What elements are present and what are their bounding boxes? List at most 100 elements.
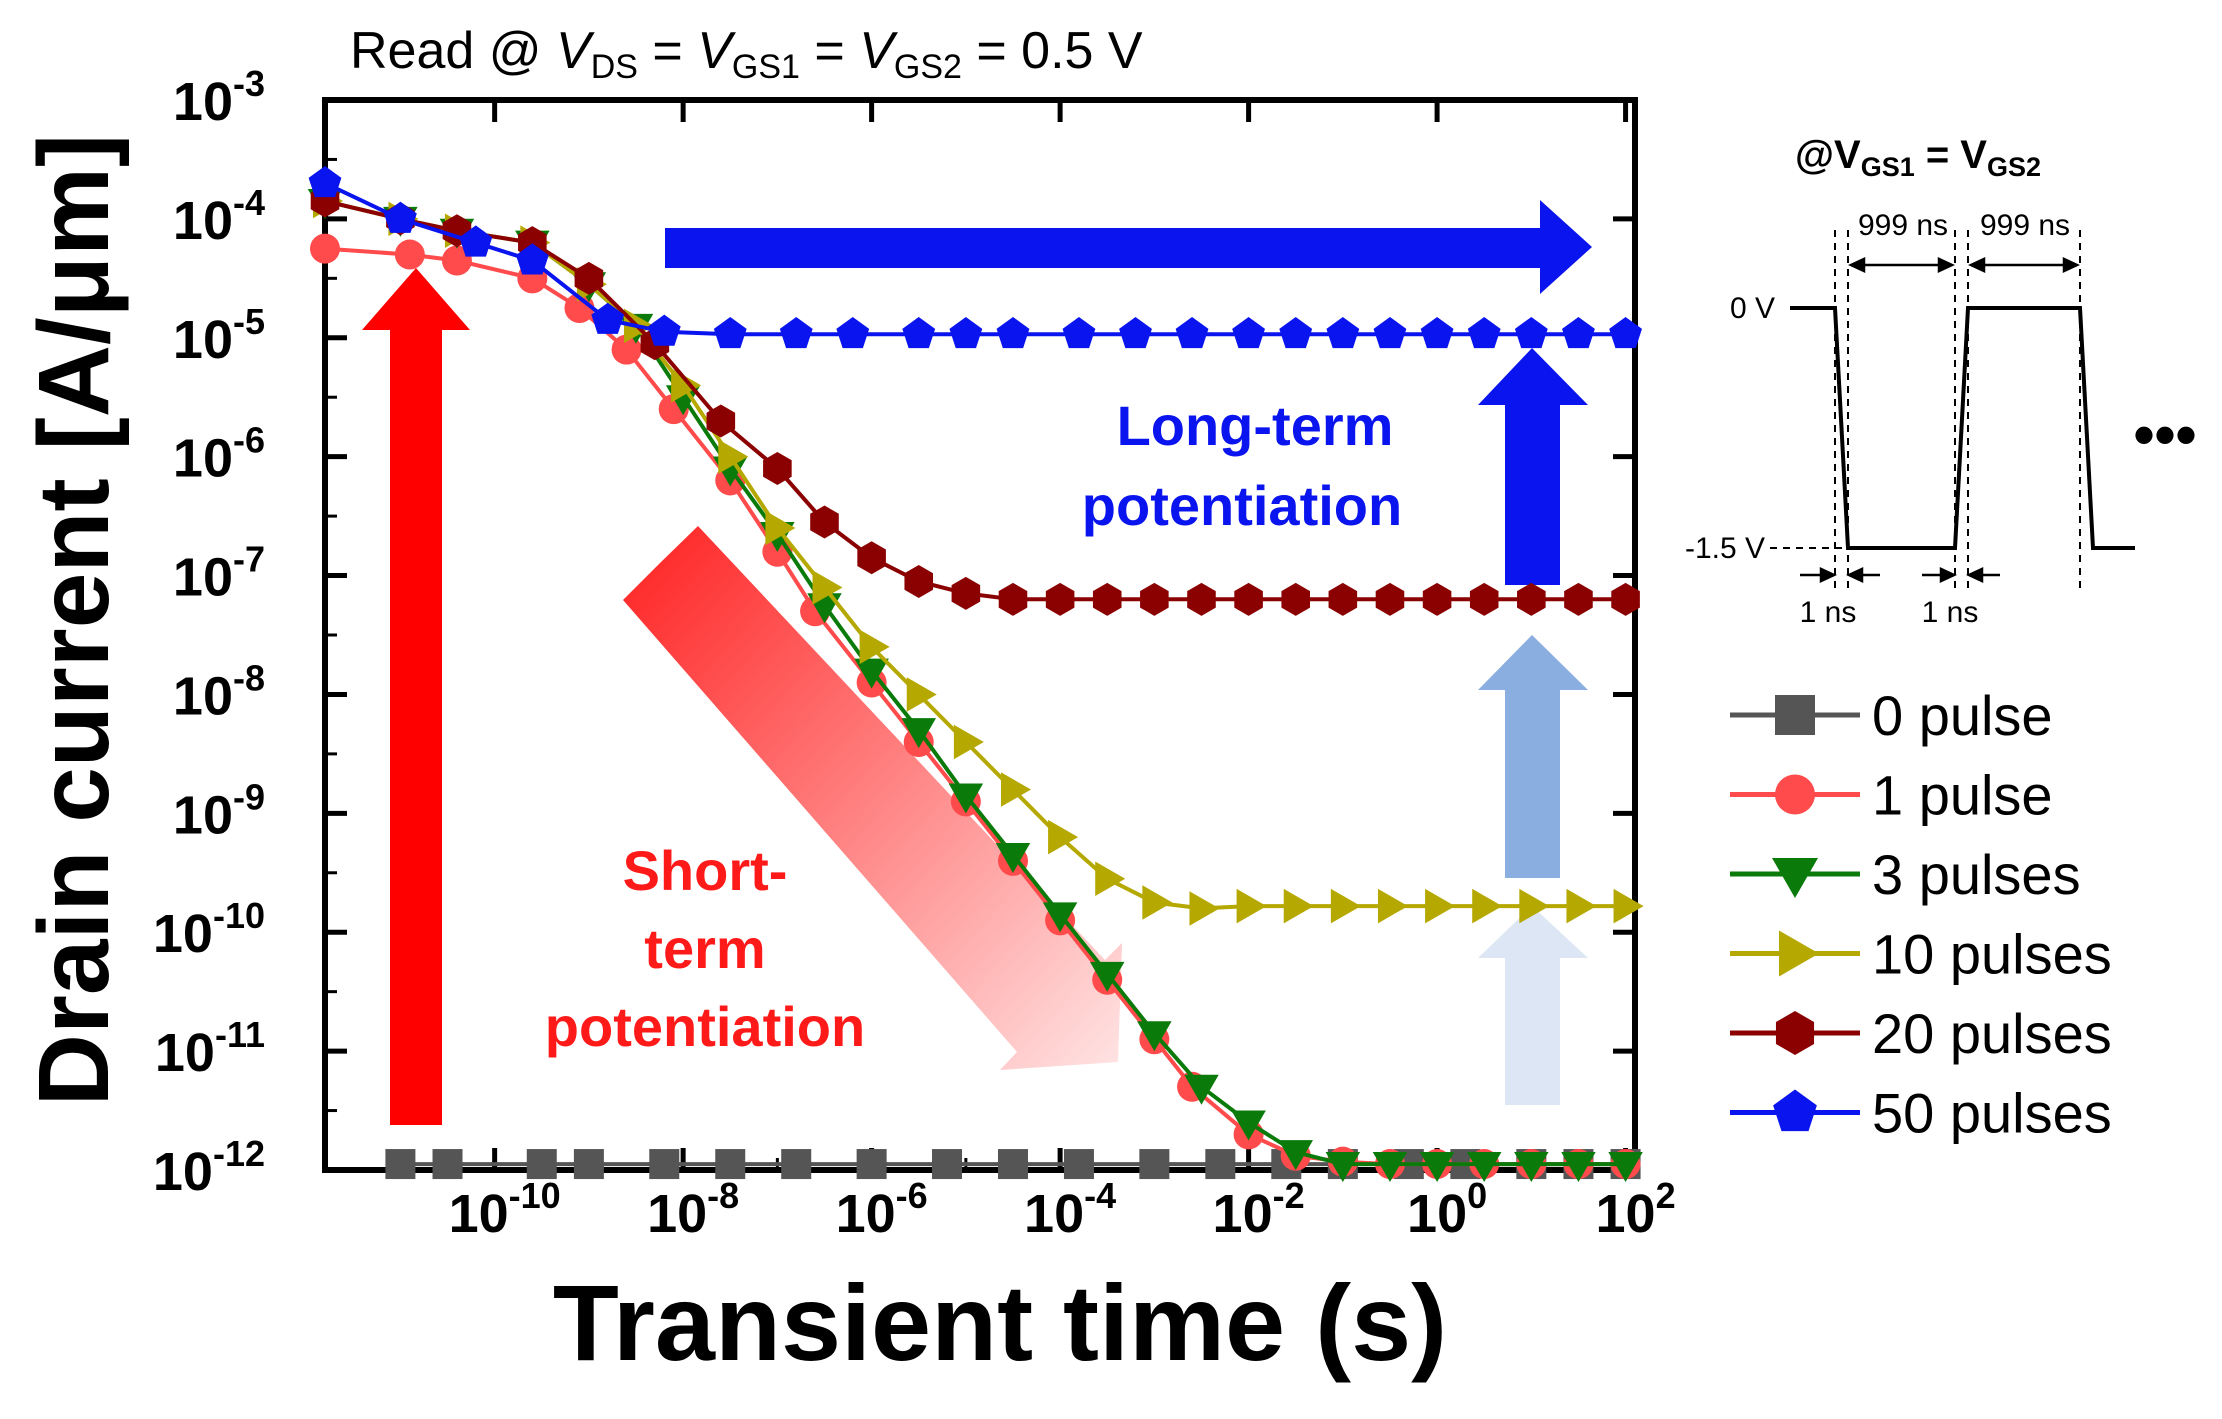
data-point (718, 439, 749, 474)
legend-marker (1775, 774, 1815, 815)
y-tick-label: 10-9 (173, 776, 265, 845)
data-point (671, 368, 702, 403)
y-tick-label: 10-3 (173, 63, 265, 132)
data-point (1175, 316, 1209, 349)
data-point (1000, 772, 1031, 807)
x-tick-label: 10-2 (1213, 1175, 1305, 1244)
data-point (1613, 888, 1644, 924)
short-term-label: term (644, 917, 765, 980)
data-point (1089, 961, 1125, 992)
series-group (307, 165, 1644, 1183)
legend-item: 10 pulses (1730, 923, 2112, 986)
data-point (1140, 582, 1169, 616)
axes-ticks: 10-3 10-4 10-5 10-6 10-7 10-8 10-9 10-10 10-11 10… (153, 63, 1676, 1244)
data-point (953, 724, 984, 760)
long-term-right-arrow (665, 200, 1592, 294)
data-point (1279, 316, 1313, 349)
data-point (647, 314, 681, 346)
data-point (1562, 316, 1595, 349)
data-point (1092, 582, 1122, 616)
annotation-arrows (362, 200, 1592, 1125)
data-point (1281, 582, 1311, 616)
y-tick-label: 10-4 (173, 182, 265, 251)
pulse-width-label: 999 ns (1858, 209, 1948, 242)
data-point (394, 239, 425, 270)
legend-item: 1 pulse (1730, 764, 2053, 827)
data-point (1519, 888, 1550, 924)
data-point (1236, 888, 1267, 924)
data-point (1330, 888, 1361, 924)
data-point (951, 576, 981, 610)
data-point (1045, 582, 1075, 616)
series-50-pulses (308, 165, 1642, 349)
x-tick-label: 10-10 (449, 1175, 561, 1244)
short-term-decay-arrow (623, 526, 1122, 1070)
data-point (1328, 582, 1358, 616)
long-term-up-arrow-3 (1478, 906, 1588, 1105)
data-point (441, 245, 472, 276)
short-term-label: Short- (623, 839, 788, 902)
data-point (763, 452, 792, 486)
data-point (781, 1149, 812, 1180)
data-point (715, 1149, 746, 1180)
data-point (1566, 888, 1597, 924)
chart-title: Read @ VDS = VGS1 = VGS2 = 0.5 V (350, 22, 1143, 86)
data-point (1472, 888, 1503, 924)
data-point (1139, 1149, 1170, 1180)
data-point (836, 316, 870, 349)
data-point (1425, 888, 1456, 924)
data-point (901, 718, 936, 749)
data-point (1469, 582, 1499, 616)
data-point (308, 165, 342, 198)
data-point (1467, 316, 1501, 349)
pulse-title: @VGS1 = VGS2 (1795, 133, 2041, 182)
data-point (1609, 316, 1642, 349)
data-point (713, 316, 747, 349)
y-tick-label: 10-7 (173, 539, 265, 608)
data-point (1283, 888, 1314, 924)
data-point (1564, 582, 1593, 616)
data-point (902, 316, 936, 349)
x-tick-label: 10-4 (1024, 1175, 1116, 1244)
data-point (1187, 582, 1216, 616)
data-point (706, 404, 736, 438)
data-point (649, 1149, 680, 1180)
data-point (996, 316, 1030, 349)
data-point (1119, 316, 1152, 349)
x-tick-label: 10-6 (836, 1175, 928, 1244)
data-point (1063, 1149, 1094, 1180)
data-point (432, 1149, 463, 1180)
data-point (1048, 819, 1079, 855)
data-point (1325, 1152, 1361, 1183)
data-point (810, 505, 839, 539)
pulse-low-level: -1.5 V (1685, 532, 1765, 565)
pulse-edge-label: 1 ns (1800, 596, 1857, 629)
pulse-diagram: @VGS1 = VGS2 999 ns 99 (1685, 133, 2197, 629)
legend-marker (1773, 1089, 1817, 1132)
data-point (459, 225, 493, 257)
data-point (1466, 1152, 1502, 1183)
pulse-ellipsis: ••• (2133, 401, 2196, 468)
pulse-edge-label: 1 ns (1922, 596, 1979, 629)
data-point (310, 233, 340, 264)
legend-label: 10 pulses (1872, 923, 2112, 986)
y-tick-label: 10-5 (173, 301, 265, 370)
data-point (515, 243, 549, 275)
y-tick-label: 10-6 (173, 420, 265, 489)
data-point (906, 677, 937, 712)
legend-marker (1775, 1011, 1815, 1055)
data-point (1611, 582, 1640, 616)
data-point (1561, 1152, 1596, 1183)
data-point (995, 842, 1031, 873)
legend-label: 3 pulses (1872, 843, 2081, 906)
pulse-guides (1770, 230, 2081, 590)
data-point (1137, 1021, 1172, 1052)
y-axis-label: Drain current [A/μm] (18, 134, 130, 1106)
pulse-high-level: 0 V (1730, 292, 1775, 325)
legend-item: 50 pulses (1730, 1082, 2112, 1145)
data-point (1095, 861, 1126, 896)
data-point (812, 570, 843, 605)
long-term-label: Long-term (1117, 394, 1394, 457)
data-point (932, 1149, 963, 1180)
data-point (1372, 1152, 1408, 1183)
